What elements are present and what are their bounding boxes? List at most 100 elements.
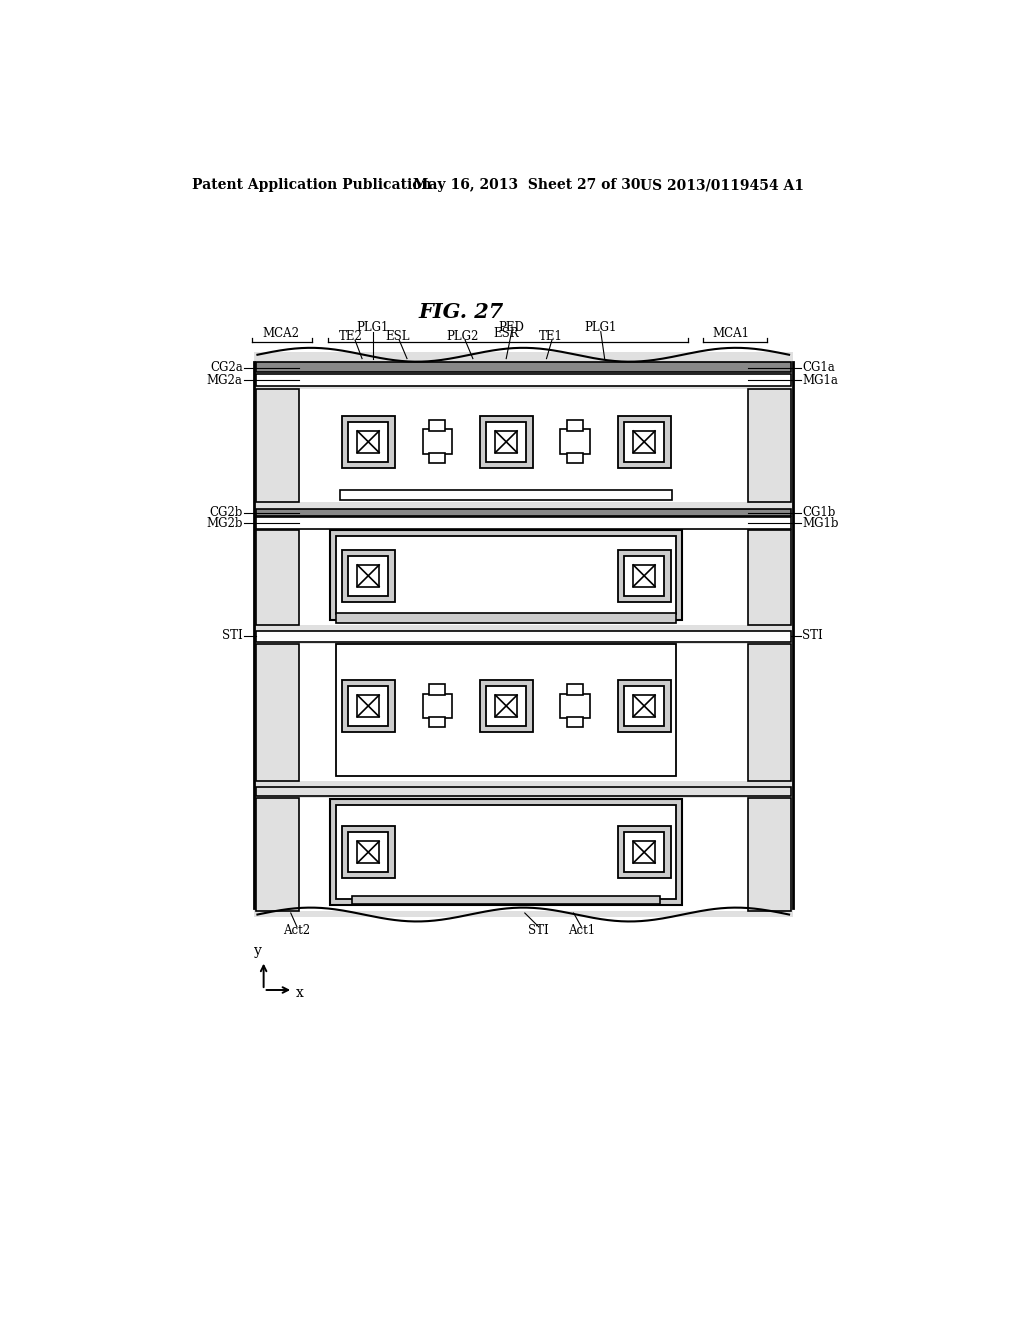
Text: PED: PED — [499, 321, 524, 334]
Bar — [352, 896, 660, 904]
Bar — [299, 797, 748, 911]
Bar — [496, 432, 517, 453]
Bar — [299, 644, 748, 780]
Text: CG1a: CG1a — [802, 362, 835, 375]
Bar — [254, 628, 793, 781]
Text: ESL: ESL — [385, 330, 410, 343]
Bar — [256, 787, 791, 796]
Text: ESR: ESR — [494, 327, 519, 341]
Bar — [254, 784, 793, 913]
Bar — [423, 693, 452, 718]
Text: STI: STI — [528, 924, 549, 937]
Bar — [748, 797, 791, 911]
Bar — [299, 388, 748, 502]
Bar — [560, 693, 590, 718]
Bar — [748, 388, 791, 502]
Text: PLG1: PLG1 — [585, 321, 616, 334]
Text: FIG. 27: FIG. 27 — [419, 302, 504, 322]
Bar — [348, 686, 388, 726]
Bar — [357, 696, 379, 717]
Bar — [331, 531, 682, 620]
Bar — [256, 644, 299, 780]
Bar — [748, 531, 791, 626]
Text: STI: STI — [802, 630, 823, 643]
Bar — [348, 556, 388, 595]
Bar — [337, 805, 676, 899]
Bar — [256, 531, 299, 626]
Bar — [342, 826, 394, 878]
Bar — [624, 556, 665, 595]
Bar — [254, 359, 793, 503]
Bar — [357, 841, 379, 863]
Text: CG2b: CG2b — [209, 506, 243, 519]
Bar — [567, 717, 583, 727]
Bar — [633, 432, 655, 453]
Bar — [342, 549, 394, 602]
Bar — [342, 416, 394, 469]
Bar — [254, 352, 793, 917]
Bar — [357, 565, 379, 586]
Bar — [633, 696, 655, 717]
Bar — [486, 686, 526, 726]
Bar — [342, 680, 394, 733]
Bar — [254, 506, 793, 627]
Bar — [256, 797, 299, 911]
Bar — [348, 422, 388, 462]
Text: x: x — [296, 986, 304, 1001]
Text: Act2: Act2 — [284, 924, 310, 937]
Text: May 16, 2013  Sheet 27 of 30: May 16, 2013 Sheet 27 of 30 — [414, 178, 641, 193]
Bar — [299, 531, 748, 626]
Text: y: y — [254, 944, 261, 958]
Bar — [331, 799, 682, 906]
Bar — [480, 416, 532, 469]
Text: Patent Application Publication: Patent Application Publication — [191, 178, 431, 193]
Bar — [624, 422, 665, 462]
Bar — [256, 363, 791, 372]
Bar — [560, 429, 590, 454]
Text: TE2: TE2 — [339, 330, 364, 343]
Bar — [617, 416, 671, 469]
Text: PLG2: PLG2 — [446, 330, 479, 343]
Bar — [337, 536, 676, 614]
Text: MG1b: MG1b — [802, 517, 839, 529]
Bar — [480, 680, 532, 733]
Text: STI: STI — [222, 630, 243, 643]
Bar — [624, 832, 665, 873]
Bar — [496, 696, 517, 717]
Bar — [256, 508, 791, 516]
Bar — [633, 565, 655, 586]
Bar — [617, 680, 671, 733]
Bar — [617, 549, 671, 602]
Bar — [348, 832, 388, 873]
Bar — [256, 374, 791, 387]
Bar — [256, 517, 791, 529]
Bar — [429, 420, 445, 430]
Text: PLG1: PLG1 — [356, 321, 389, 334]
Text: US 2013/0119454 A1: US 2013/0119454 A1 — [640, 178, 804, 193]
Bar — [617, 826, 671, 878]
Bar — [256, 631, 791, 642]
Text: Act1: Act1 — [568, 924, 595, 937]
Bar — [337, 614, 676, 623]
Bar — [567, 453, 583, 463]
Bar — [429, 684, 445, 696]
Text: MCA2: MCA2 — [262, 327, 299, 341]
Bar — [340, 490, 672, 500]
Text: MG2a: MG2a — [207, 374, 243, 387]
Text: MG1a: MG1a — [802, 374, 838, 387]
Text: TE1: TE1 — [539, 330, 562, 343]
Bar — [256, 388, 299, 502]
Bar — [337, 644, 676, 776]
Bar — [486, 422, 526, 462]
Bar — [624, 686, 665, 726]
Text: CG1b: CG1b — [802, 506, 836, 519]
Text: CG2a: CG2a — [210, 362, 243, 375]
Bar — [423, 429, 452, 454]
Bar — [429, 717, 445, 727]
Bar — [429, 453, 445, 463]
Text: MCA1: MCA1 — [713, 327, 750, 341]
Bar — [748, 644, 791, 780]
Text: MG2b: MG2b — [206, 517, 243, 529]
Bar — [633, 841, 655, 863]
Bar — [567, 684, 583, 696]
